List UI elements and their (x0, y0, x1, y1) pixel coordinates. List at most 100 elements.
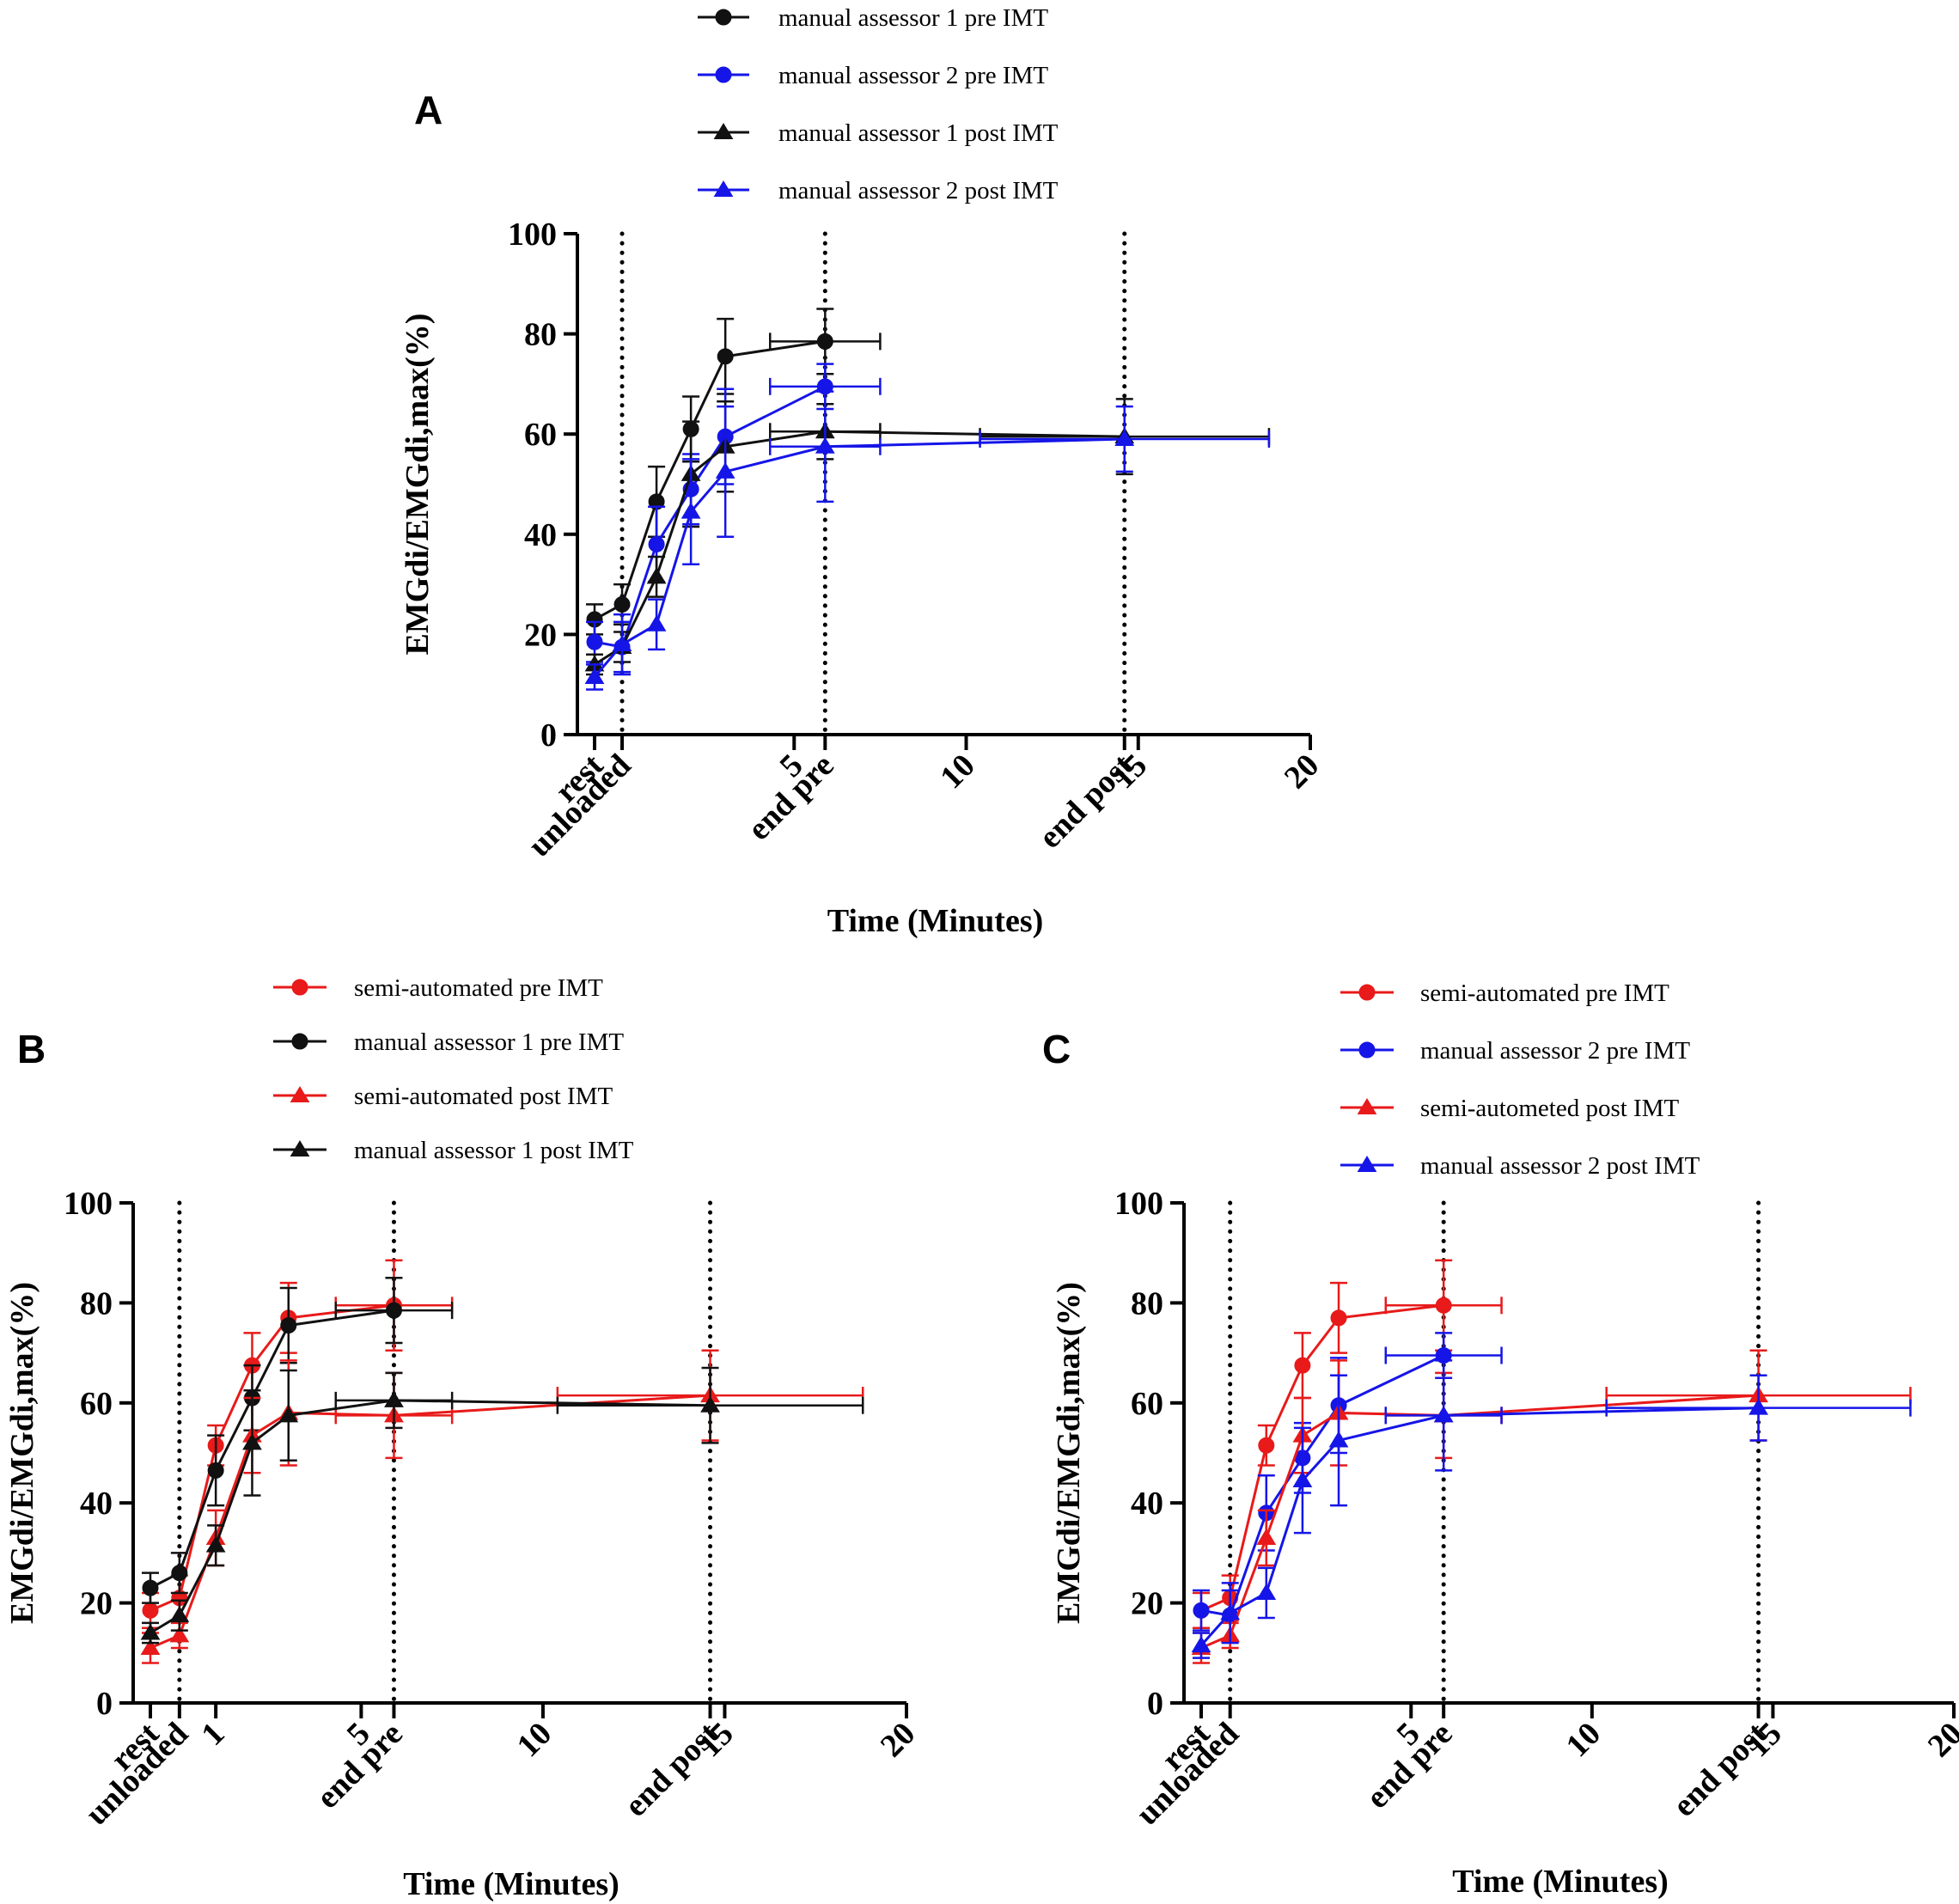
data-point (142, 1579, 159, 1596)
data-point (140, 1639, 161, 1655)
legend-marker (291, 979, 308, 996)
data-point (715, 461, 735, 479)
y-tick-label: 20 (524, 617, 557, 653)
legend-entry: manual assessor 2 post IMT (698, 177, 1059, 204)
x-axis-title: Time (Minutes) (1452, 1864, 1669, 1900)
legend-label: semi-automated pre IMT (354, 974, 603, 1002)
data-point (1114, 430, 1135, 447)
data-point (169, 1606, 190, 1623)
y-axis-title: EMGdi/EMGdi,max(%) (1051, 1282, 1087, 1624)
y-tick-label: 0 (540, 717, 557, 754)
panel-letter: A (414, 88, 442, 132)
legend-marker (1358, 1041, 1376, 1059)
series-manual-assessor-2-post-imt (1191, 1359, 1912, 1659)
y-tick-label: 0 (96, 1686, 113, 1722)
data-point (207, 1462, 224, 1479)
data-point (140, 1623, 161, 1640)
data-point (584, 667, 605, 684)
legend-entry: manual assessor 1 post IMT (273, 1137, 634, 1164)
panel-letter: C (1042, 1027, 1071, 1071)
y-axis-title: EMGdi/EMGdi,max(%) (400, 314, 436, 656)
y-tick-label: 60 (524, 417, 557, 453)
legend-label: manual assessor 2 post IMT (778, 177, 1059, 204)
legend-marker (290, 1086, 310, 1102)
y-tick-label: 40 (524, 517, 557, 553)
data-point (1294, 1357, 1311, 1374)
legend-marker (713, 123, 734, 139)
legend-marker (1358, 984, 1376, 1001)
data-point (816, 333, 833, 350)
data-point (1220, 1603, 1241, 1620)
legend-label: manual assessor 1 pre IMT (354, 1028, 624, 1056)
data-point (613, 595, 631, 613)
legend-label: manual assessor 2 pre IMT (1420, 1037, 1690, 1065)
y-tick-label: 100 (508, 217, 557, 253)
data-point (171, 1565, 188, 1582)
legend-entry: manual assessor 1 pre IMT (273, 1028, 624, 1056)
data-point (1256, 1528, 1277, 1545)
y-axis-title: EMGdi/EMGdi,max(%) (4, 1282, 40, 1624)
legend-marker (715, 9, 732, 26)
data-point (586, 633, 603, 650)
legend-label: manual assessor 1 post IMT (354, 1137, 634, 1164)
y-tick-label: 100 (1114, 1186, 1163, 1222)
legend-marker (715, 66, 732, 83)
data-point (1435, 1297, 1452, 1314)
y-tick-label: 80 (80, 1285, 113, 1321)
panel-letter: B (17, 1027, 46, 1071)
data-point (1433, 1406, 1454, 1423)
data-point (142, 1602, 159, 1619)
series-manual-assessor-2-post-imt (584, 390, 1271, 691)
data-point (1193, 1602, 1210, 1619)
series-manual-assessor-1-post-imt (140, 1366, 864, 1645)
legend-entry: manual assessor 2 post IMT (1340, 1152, 1700, 1180)
legend-entry: manual assessor 2 pre IMT (698, 62, 1048, 89)
data-point (1292, 1471, 1313, 1488)
data-point (280, 1317, 297, 1334)
legend-label: manual assessor 1 pre IMT (778, 4, 1048, 32)
data-point (1748, 1398, 1768, 1415)
legend-entry: semi-automated pre IMT (1340, 979, 1669, 1007)
data-point (717, 348, 734, 365)
legend-marker (1357, 1156, 1377, 1172)
legend-label: semi-autometed post IMT (1420, 1095, 1680, 1122)
data-point (646, 567, 667, 584)
legend-entry: manual assessor 1 post IMT (698, 119, 1059, 147)
data-point (680, 502, 701, 519)
data-point (1330, 1309, 1347, 1327)
legend-entry: semi-automated post IMT (273, 1083, 613, 1110)
legend-label: semi-automated post IMT (354, 1083, 613, 1110)
legend-entry: manual assessor 1 pre IMT (698, 4, 1048, 32)
legend-marker (713, 180, 734, 197)
y-tick-label: 20 (1131, 1586, 1163, 1622)
data-point (1258, 1437, 1275, 1454)
legend-entry: semi-automated pre IMT (273, 974, 603, 1002)
y-tick-label: 80 (524, 317, 557, 353)
y-tick-label: 80 (1131, 1285, 1163, 1321)
data-point (205, 1535, 226, 1553)
y-tick-label: 40 (80, 1486, 113, 1522)
data-point (1256, 1583, 1277, 1600)
y-tick-label: 0 (1147, 1686, 1163, 1722)
data-point (278, 1406, 299, 1423)
legend-label: semi-automated pre IMT (1420, 979, 1669, 1007)
data-point (384, 1390, 404, 1407)
y-tick-label: 60 (1131, 1386, 1163, 1422)
data-point (700, 1395, 720, 1413)
y-tick-label: 40 (1131, 1486, 1163, 1522)
legend-entry: manual assessor 2 pre IMT (1340, 1037, 1690, 1065)
y-tick-label: 20 (80, 1586, 113, 1622)
data-point (648, 535, 665, 552)
legend-marker (291, 1033, 308, 1050)
data-point (1328, 1431, 1349, 1448)
legend-marker (290, 1140, 310, 1156)
x-axis-title: Time (Minutes) (403, 1866, 619, 1902)
data-point (385, 1302, 402, 1319)
data-point (815, 436, 835, 454)
series-manual-assessor-1-pre-imt (586, 308, 882, 636)
legend-label: manual assessor 2 pre IMT (778, 62, 1048, 89)
data-point (169, 1626, 190, 1643)
y-tick-label: 60 (80, 1386, 113, 1422)
